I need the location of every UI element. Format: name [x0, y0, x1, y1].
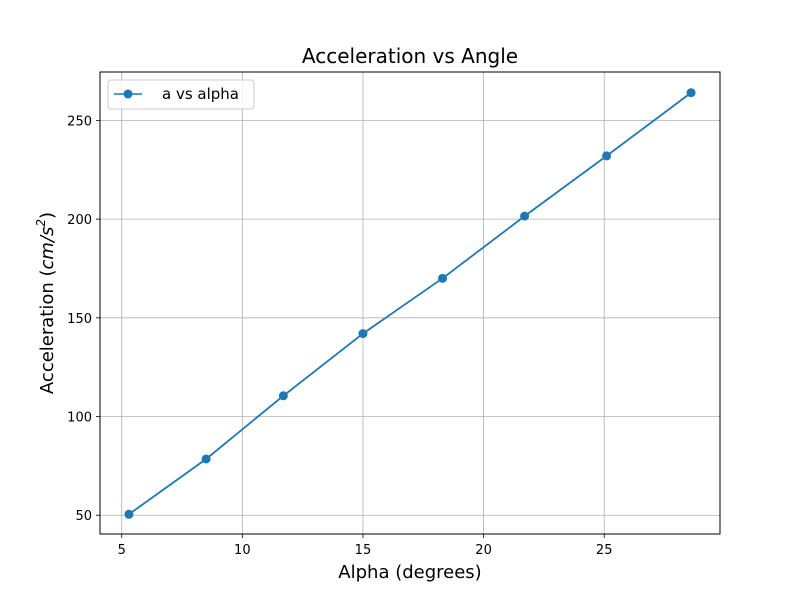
- x-axis-ticks: 5 10 15 20 25: [118, 534, 613, 558]
- y-tick-label: 250: [67, 114, 92, 129]
- x-tick-label: 10: [234, 543, 251, 558]
- grid: [100, 72, 720, 534]
- legend-box: [107, 79, 255, 110]
- chart-title: Acceleration vs Angle: [302, 44, 518, 68]
- data-point: [686, 88, 696, 98]
- y-axis-label-close: ): [37, 212, 58, 219]
- x-tick-label: 25: [596, 543, 613, 558]
- y-axis-label-exponent: 2: [34, 219, 48, 227]
- y-tick-label: 150: [67, 312, 92, 327]
- x-tick-label: 20: [475, 543, 492, 558]
- data-point: [520, 211, 530, 221]
- legend-label-a-vs-alpha: a vs alpha: [162, 85, 239, 103]
- data-point: [278, 391, 288, 401]
- y-tick-label: 100: [67, 411, 92, 426]
- series-group: [124, 88, 696, 519]
- y-axis-label-main: Acceleration (: [37, 269, 58, 394]
- data-point: [602, 151, 612, 161]
- legend: a vs alpha: [107, 79, 255, 110]
- y-tick-label: 200: [67, 213, 92, 228]
- y-axis-label: Acceleration (cm/s2): [34, 212, 58, 394]
- plot-area-frame: [99, 71, 721, 535]
- y-axis-ticks: 50 100 150 200 250: [67, 114, 100, 524]
- data-point: [438, 273, 448, 283]
- y-axis-label-unit: cm/s: [37, 227, 58, 270]
- data-point: [201, 454, 211, 464]
- series-line-a-vs-alpha: [128, 92, 692, 515]
- y-tick-label: 50: [75, 509, 92, 524]
- data-point: [358, 329, 368, 339]
- x-tick-label: 15: [355, 543, 372, 558]
- data-point: [124, 509, 134, 519]
- x-axis-label: Alpha (degrees): [338, 562, 481, 583]
- x-tick-label: 5: [118, 543, 126, 558]
- legend-marker-a-vs-alpha: [123, 89, 133, 99]
